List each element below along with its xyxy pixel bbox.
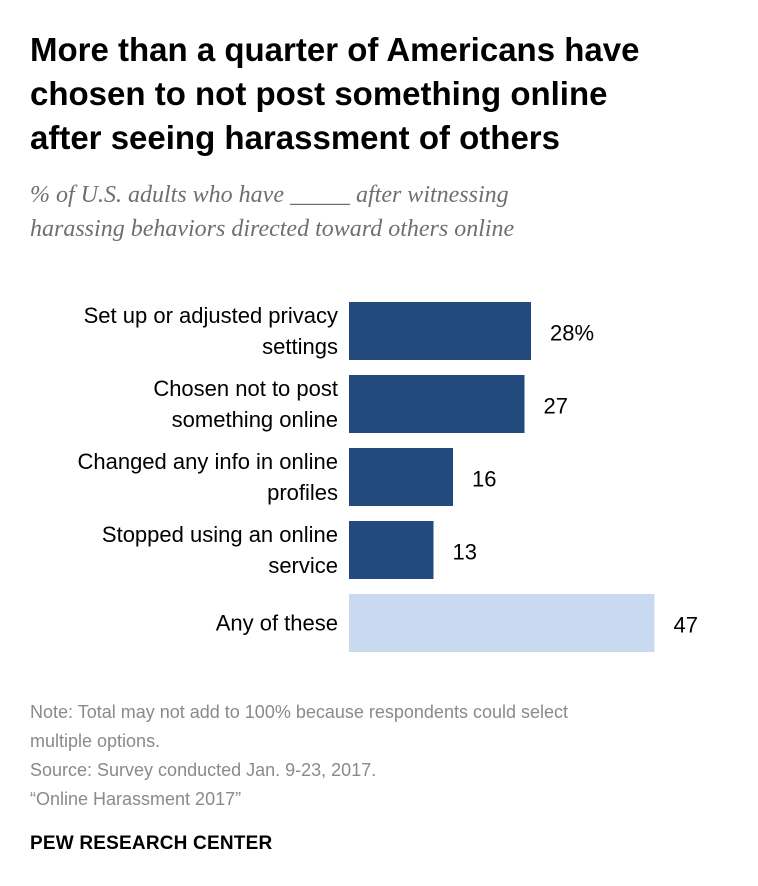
bar — [349, 448, 453, 506]
category-label: Any of these — [216, 611, 338, 636]
bar — [349, 594, 655, 652]
note-text: Note: Total may not add to 100% because … — [30, 702, 569, 751]
source-text: Source: Survey conducted Jan. 9-23, 2017… — [30, 760, 377, 780]
brand-logo-text: PEW RESEARCH CENTER — [30, 833, 273, 854]
value-label: 47 — [674, 613, 698, 638]
value-label: 16 — [472, 467, 496, 492]
category-label: Changed any info in online — [77, 449, 338, 474]
category-label: service — [268, 553, 338, 578]
category-label: something online — [172, 407, 338, 432]
bar — [349, 375, 525, 433]
chart-title: More than a quarter of Americans have ch… — [30, 31, 640, 156]
value-label: 13 — [453, 540, 477, 565]
report-name: “Online Harassment 2017” — [30, 789, 242, 809]
bar-chart: Set up or adjusted privacy settings 28% Cho… — [77, 302, 698, 652]
bar — [349, 302, 531, 360]
category-label: Stopped using an online — [102, 522, 338, 547]
category-label: profiles — [267, 480, 338, 505]
category-label: Set up or adjusted privacy — [84, 303, 338, 328]
value-label: 28% — [550, 321, 594, 346]
category-label: settings — [262, 334, 338, 359]
chart-notes: Note: Total may not add to 100% because … — [30, 698, 740, 814]
chart-subtitle: % of U.S. adults who have _____ after wi… — [30, 182, 515, 242]
bar — [349, 521, 434, 579]
category-label: Chosen not to post — [153, 376, 338, 401]
value-label: 27 — [544, 394, 568, 419]
